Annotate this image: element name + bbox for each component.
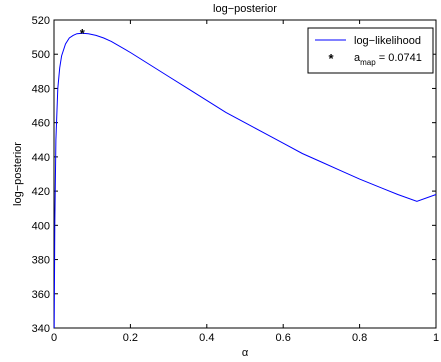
y-tick-label: 460 xyxy=(32,118,50,130)
legend-entry-map: amap = 0.0741 xyxy=(354,52,422,67)
y-tick-label: 420 xyxy=(32,186,50,198)
axis-ticks: 0 0.2 0.4 0.6 0.8 1 340 360 380 400 420 440 460 480 50… xyxy=(32,15,439,344)
x-tick-label: 0.8 xyxy=(352,332,367,344)
map-point-marker: * xyxy=(80,26,86,41)
x-tick-label: 0.4 xyxy=(199,332,214,344)
legend-map-prefix: a xyxy=(354,52,361,64)
legend-entry-log-likelihood: log−likelihood xyxy=(354,35,421,47)
legend-map-suffix: = 0.0741 xyxy=(376,52,422,64)
legend-map-sub: map xyxy=(360,58,376,67)
y-tick-label: 380 xyxy=(32,255,50,267)
x-tick-label: 0.2 xyxy=(123,332,138,344)
y-tick-label: 340 xyxy=(32,323,50,335)
chart-title: log−posterior xyxy=(213,3,277,15)
legend-marker-map: * xyxy=(328,51,334,66)
y-tick-label: 500 xyxy=(32,49,50,61)
x-tick-label: 1 xyxy=(433,332,439,344)
legend: log−likelihood * amap = 0.0741 xyxy=(307,27,434,74)
y-tick-label: 360 xyxy=(32,289,50,301)
y-tick-label: 520 xyxy=(32,15,50,27)
y-tick-label: 400 xyxy=(32,220,50,232)
y-tick-label: 480 xyxy=(32,83,50,95)
series-line-log-likelihood xyxy=(53,32,437,329)
y-tick-label: 440 xyxy=(32,152,50,164)
legend-box xyxy=(307,27,434,74)
x-tick-label: 0 xyxy=(51,332,57,344)
x-axis-label: α xyxy=(242,347,249,359)
y-axis-label: log−posterior xyxy=(12,142,24,206)
x-tick-label: 0.6 xyxy=(276,332,291,344)
